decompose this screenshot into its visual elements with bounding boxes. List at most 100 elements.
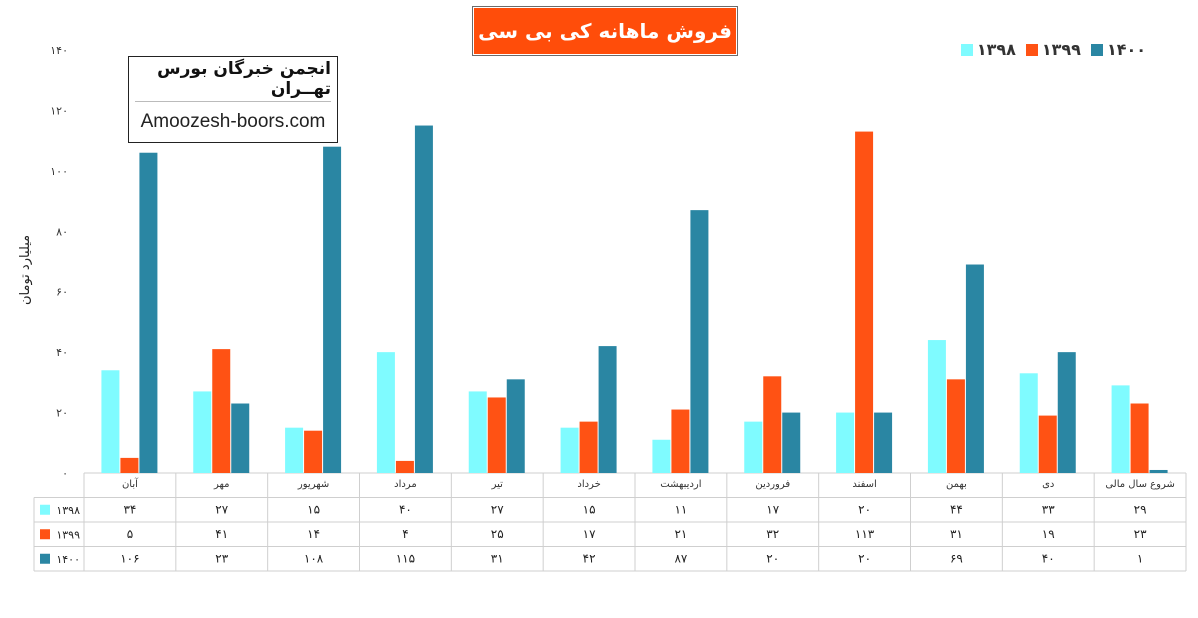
- legend-item-1398: ۱۳۹۸: [960, 40, 1016, 59]
- data-table-cell: ۳۳: [1042, 503, 1055, 517]
- data-table-cell: ۲۵: [491, 527, 504, 541]
- x-tick-label: شهریور: [297, 479, 329, 490]
- y-tick-label: ۱۴۰: [50, 44, 68, 57]
- legend-swatch-1400: [1090, 43, 1103, 56]
- bar: [285, 427, 304, 473]
- data-table-cell: ۱۷: [766, 503, 779, 517]
- x-tick-label: شروع سال مالی: [1105, 479, 1175, 490]
- data-table-cell: ۲۱: [674, 527, 687, 541]
- bar: [1130, 403, 1149, 473]
- bar: [874, 412, 893, 473]
- data-table-cell: ۱۰۶: [120, 552, 139, 566]
- x-tick-label: بهمن: [946, 479, 967, 490]
- bar: [487, 397, 506, 473]
- data-table-cell: ۱۱۵: [396, 552, 415, 566]
- data-table-cell: ۲۰: [858, 552, 871, 566]
- bar: [855, 131, 874, 474]
- x-tick-label: اردیبهشت: [660, 479, 701, 490]
- data-table-cell: ۶۹: [950, 552, 963, 566]
- data-table-cell: ۴۰: [1042, 552, 1055, 566]
- bar: [120, 457, 139, 473]
- data-table-cell: ۱۴: [307, 527, 320, 541]
- y-tick-label: ۱۰۰: [50, 165, 68, 178]
- bar: [946, 379, 965, 473]
- data-table-cell: ۲۷: [491, 503, 504, 517]
- data-table-cell: ۳۲: [766, 527, 779, 541]
- data-table-cell: ۱۵: [307, 503, 320, 517]
- data-table-cell: ۱۷: [583, 527, 596, 541]
- x-tick-label: خرداد: [577, 479, 600, 490]
- x-tick-label: آبان: [122, 477, 139, 490]
- bar: [231, 403, 250, 473]
- data-table-cell: ۲۷: [215, 503, 228, 517]
- data-table-cell: ۴: [402, 527, 408, 541]
- x-tick-label: فروردین: [755, 479, 790, 490]
- data-table-cell: ۱۰۸: [304, 552, 324, 566]
- y-tick-label: ۶۰: [56, 286, 68, 299]
- data-table-cell: ۳۴: [123, 503, 136, 517]
- data-table-cell: ۴۱: [215, 527, 228, 541]
- table-row-swatch: [40, 504, 50, 515]
- y-tick-label: ۱۲۰: [50, 104, 68, 117]
- table-row-header: ۱۴۰۰: [56, 553, 80, 566]
- bar: [763, 376, 782, 473]
- y-tick-label: ۸۰: [56, 225, 68, 238]
- bar: [506, 379, 525, 473]
- x-tick-label: دی: [1042, 479, 1054, 490]
- x-tick-label: اسفند: [852, 479, 876, 490]
- legend-label-1399: ۱۳۹۹: [1041, 40, 1081, 59]
- data-table-cell: ۲۳: [215, 552, 228, 566]
- brand-name: انجمن خبرگان بورس تهــران: [135, 57, 331, 102]
- bar: [927, 340, 946, 473]
- table-row-swatch: [40, 553, 50, 564]
- bar: [744, 421, 763, 473]
- bar: [376, 352, 395, 473]
- bar: [139, 152, 158, 473]
- y-tick-label: ۰: [62, 467, 68, 480]
- brand-box: انجمن خبرگان بورس تهــران Amoozesh-boors…: [128, 56, 338, 143]
- bar: [193, 391, 212, 473]
- bar: [323, 146, 342, 473]
- data-table-cell: ۱۱: [674, 503, 687, 517]
- data-table-cell: ۱: [1137, 552, 1143, 566]
- bar: [1019, 373, 1038, 473]
- y-tick-label: ۴۰: [56, 346, 68, 359]
- legend-swatch-1399: [1025, 43, 1038, 56]
- data-table-cell: ۱۱۳: [855, 527, 875, 541]
- bar: [836, 412, 855, 473]
- legend-label-1398: ۱۳۹۸: [976, 40, 1016, 59]
- legend-item-1399: ۱۳۹۹: [1025, 40, 1081, 59]
- data-table-cell: ۳۱: [491, 552, 504, 566]
- y-axis-label: میلیارد تومان: [18, 234, 33, 305]
- data-table-cell: ۲۹: [1134, 503, 1147, 517]
- bar: [579, 421, 598, 473]
- x-tick-label: مهر: [213, 479, 229, 490]
- bar: [1111, 385, 1130, 473]
- bar: [560, 427, 579, 473]
- table-row-header: ۱۳۹۸: [56, 504, 80, 517]
- legend: ۱۳۹۸ ۱۳۹۹ ۱۴۰۰: [960, 40, 1146, 59]
- x-tick-label: مرداد: [394, 479, 417, 490]
- bar: [395, 460, 414, 473]
- legend-item-1400: ۱۴۰۰: [1090, 40, 1146, 59]
- bar: [965, 264, 984, 473]
- data-table-cell: ۱۹: [1042, 527, 1055, 541]
- bar: [671, 409, 690, 473]
- data-table-cell: ۲۳: [1134, 527, 1147, 541]
- legend-swatch-1398: [960, 43, 973, 56]
- data-table-cell: ۸۷: [674, 552, 687, 566]
- bar: [1057, 352, 1076, 473]
- data-table-cell: ۱۵: [583, 503, 596, 517]
- bar: [1038, 415, 1057, 473]
- chart-title: فروش ماهانه کی بی سی: [472, 6, 738, 56]
- data-table-cell: ۴۲: [583, 552, 596, 566]
- bar: [468, 391, 487, 473]
- y-tick-label: ۲۰: [56, 407, 68, 420]
- brand-site: Amoozesh-boors.com: [140, 111, 326, 132]
- data-table-cell: ۳۱: [950, 527, 963, 541]
- bar: [598, 346, 617, 473]
- table-row-swatch: [40, 529, 50, 540]
- bar: [652, 439, 671, 473]
- bar: [782, 412, 801, 473]
